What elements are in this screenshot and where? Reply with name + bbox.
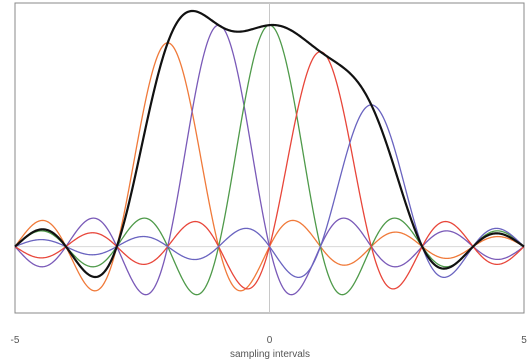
series-layer bbox=[14, 9, 525, 296]
tick-layer: -5 0 5 bbox=[11, 335, 528, 346]
x-tick-label: 5 bbox=[521, 335, 527, 346]
series-sum-line bbox=[14, 9, 525, 279]
x-axis-label: sampling intervals bbox=[230, 349, 310, 360]
x-tick-label: 0 bbox=[267, 335, 273, 346]
x-tick-label: -5 bbox=[11, 335, 20, 346]
series-sinc-line-4 bbox=[14, 104, 525, 279]
